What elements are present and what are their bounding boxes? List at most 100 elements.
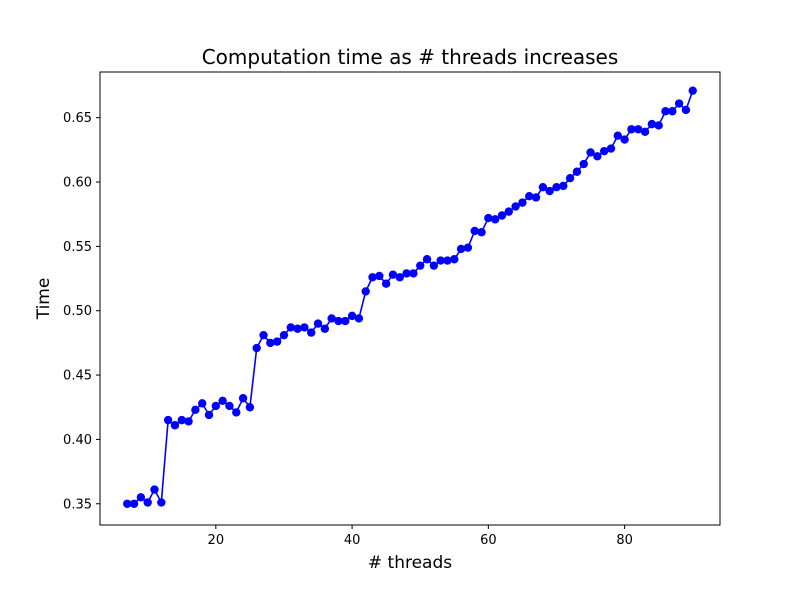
data-point (218, 396, 227, 406)
data-point (245, 403, 255, 412)
data-point (341, 316, 350, 326)
data-point (143, 498, 152, 507)
data-point (177, 415, 186, 425)
data-point (388, 270, 398, 279)
data-point (368, 273, 377, 282)
data-point (184, 417, 193, 426)
plot-frame (99, 71, 721, 526)
y-tick-label: 0.65 (63, 111, 92, 126)
data-point (198, 399, 207, 408)
data-point (286, 323, 295, 332)
data-point (327, 314, 336, 323)
data-point (313, 319, 323, 328)
data-point (484, 213, 493, 223)
data-point (545, 186, 554, 196)
data-point (347, 311, 357, 321)
data-point (320, 324, 330, 333)
x-tick-label: 40 (344, 533, 361, 548)
data-point (456, 244, 466, 254)
data-point (238, 394, 248, 403)
data-point (422, 255, 432, 264)
data-point (375, 271, 384, 281)
x-tick-label: 60 (480, 533, 497, 548)
plot-area: 20 40 60 80 0.35 0.40 0.45 0.50 0.55 0.60 0.65 (63, 71, 721, 548)
data-point (252, 343, 261, 353)
data-point (307, 328, 316, 337)
data-point (429, 261, 439, 270)
data-point (647, 119, 657, 129)
data-point (681, 105, 691, 115)
data-point (361, 287, 370, 296)
data-point (402, 269, 411, 278)
data-point (634, 125, 643, 134)
x-axis-label: # threads (368, 553, 452, 573)
y-tick-label: 0.45 (63, 369, 92, 384)
data-point (640, 127, 650, 137)
data-point (436, 256, 445, 265)
y-tick-label: 0.55 (63, 240, 92, 255)
data-point (572, 167, 582, 176)
data-point (477, 228, 486, 237)
data-point (613, 131, 622, 140)
data-point (259, 330, 268, 340)
data-point (416, 261, 425, 270)
data-point (525, 191, 534, 201)
data-point (688, 86, 697, 95)
data-point (559, 181, 568, 191)
y-tick-label: 0.35 (63, 497, 92, 512)
y-axis-label: Time (34, 278, 54, 321)
data-point (674, 99, 684, 108)
data-point (266, 338, 275, 348)
data-point (538, 182, 548, 192)
y-tick-label: 0.40 (63, 433, 92, 448)
data-point (354, 314, 364, 323)
data-point (409, 269, 418, 278)
data-point (620, 135, 629, 144)
data-point (470, 226, 479, 236)
data-point (225, 401, 234, 411)
data-point (599, 146, 609, 156)
data-point (136, 493, 146, 502)
data-point (511, 202, 520, 211)
data-point (163, 415, 173, 425)
data-point (463, 243, 473, 252)
data-point (627, 125, 636, 134)
data-point (450, 255, 459, 264)
x-tick-label: 20 (208, 533, 225, 548)
data-point (552, 182, 561, 192)
data-point (579, 159, 588, 169)
data-point (204, 410, 214, 420)
data-point (490, 215, 500, 224)
data-point (593, 152, 602, 161)
data-point (170, 421, 180, 430)
data-point (211, 401, 221, 411)
data-point (565, 173, 575, 183)
data-point (518, 198, 527, 207)
data-point (157, 498, 166, 507)
data-point (395, 273, 404, 282)
data-point (586, 148, 595, 157)
data-point (668, 107, 677, 116)
data-point (661, 107, 670, 116)
data-point (334, 316, 343, 326)
data-point (654, 121, 663, 130)
data-point (129, 499, 139, 508)
data-point (279, 330, 289, 340)
data-point (443, 256, 452, 265)
data-point (300, 323, 309, 332)
data-point (531, 193, 541, 202)
data-point (272, 337, 282, 346)
data-point (381, 279, 391, 288)
data-point (293, 324, 302, 333)
data-point (123, 499, 132, 508)
chart-title: Computation time as # threads increases (202, 45, 619, 69)
data-point (606, 144, 616, 153)
y-tick-label: 0.60 (63, 176, 92, 191)
data-point (191, 405, 200, 415)
x-tick-label: 80 (616, 533, 633, 548)
data-point (504, 207, 513, 216)
y-tick-label: 0.50 (63, 304, 92, 319)
data-point (497, 211, 507, 220)
